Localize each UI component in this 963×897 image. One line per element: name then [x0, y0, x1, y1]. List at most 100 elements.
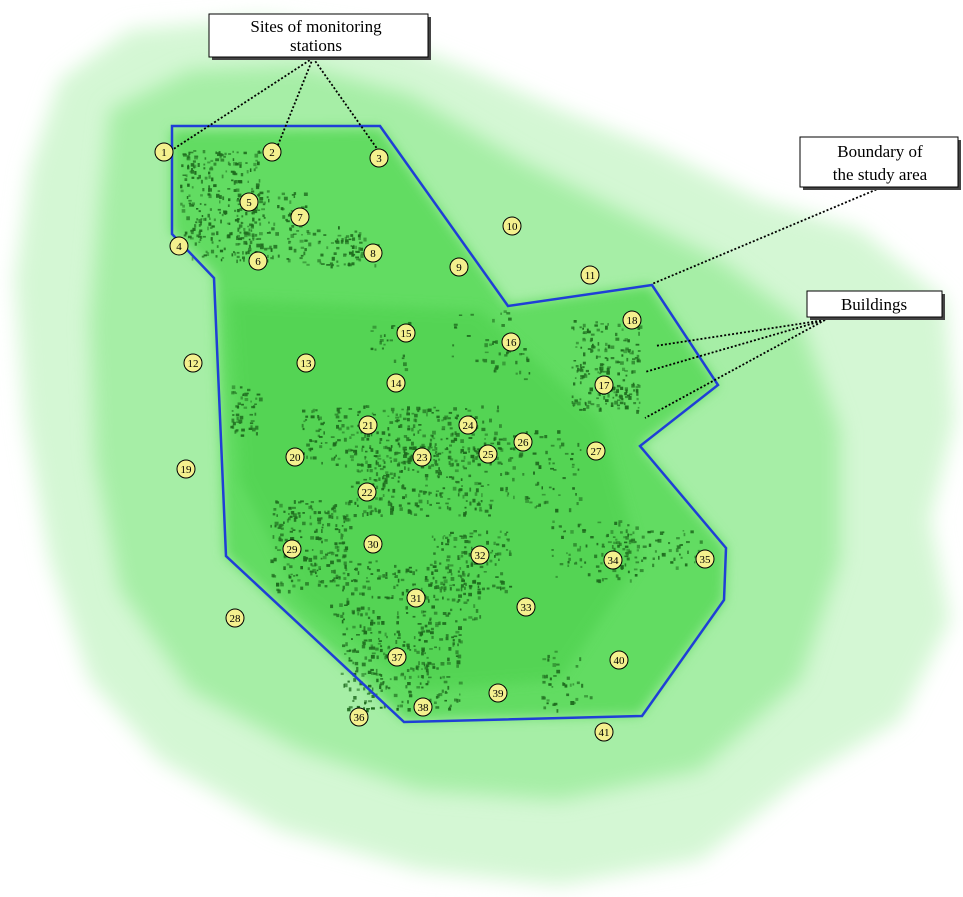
building — [458, 638, 461, 643]
building — [247, 250, 250, 255]
building — [426, 671, 429, 676]
building — [233, 251, 235, 254]
building — [431, 464, 435, 467]
building — [408, 675, 412, 679]
building — [423, 610, 427, 613]
station-marker-circle — [296, 353, 316, 373]
building — [325, 553, 329, 556]
building — [248, 427, 253, 430]
building — [277, 205, 280, 209]
building — [439, 492, 444, 495]
building — [261, 208, 265, 211]
building — [186, 196, 189, 199]
building — [489, 559, 493, 563]
building — [480, 500, 483, 503]
building — [442, 576, 447, 579]
building — [577, 524, 580, 528]
building — [412, 615, 416, 618]
building — [445, 637, 449, 641]
building — [348, 238, 352, 241]
building — [221, 257, 225, 259]
building — [392, 508, 394, 512]
building — [464, 550, 468, 555]
building — [304, 205, 308, 208]
building — [445, 614, 450, 617]
building — [404, 368, 409, 372]
building — [377, 642, 382, 645]
building — [447, 421, 452, 426]
station-marker: 38 — [413, 697, 433, 717]
building — [406, 612, 409, 614]
building — [457, 654, 462, 659]
building — [579, 449, 582, 451]
building — [249, 223, 253, 226]
building — [438, 693, 443, 697]
building — [500, 448, 504, 452]
building — [371, 672, 375, 675]
building — [584, 401, 586, 405]
building — [357, 463, 360, 467]
building — [196, 177, 200, 180]
building — [348, 687, 352, 692]
building — [454, 326, 458, 329]
building — [452, 486, 457, 491]
building — [424, 666, 429, 670]
building — [606, 533, 609, 537]
building — [405, 448, 407, 451]
building — [450, 608, 453, 612]
building — [355, 450, 358, 454]
building — [354, 579, 358, 583]
building — [363, 707, 365, 710]
building — [374, 467, 377, 470]
building — [567, 564, 570, 567]
building — [416, 650, 420, 654]
building — [449, 704, 452, 708]
building — [367, 464, 370, 469]
building — [349, 455, 354, 458]
building — [236, 416, 239, 421]
building — [254, 233, 258, 237]
building — [447, 657, 450, 662]
building — [365, 639, 368, 642]
building — [209, 226, 213, 229]
building — [227, 161, 230, 166]
building — [456, 463, 460, 467]
station-marker-circle — [396, 323, 416, 343]
building — [508, 552, 512, 556]
building — [344, 236, 347, 240]
building — [209, 167, 214, 171]
building — [411, 441, 414, 446]
building — [353, 449, 357, 453]
building — [180, 184, 183, 189]
building — [219, 155, 222, 159]
building — [336, 549, 340, 552]
building — [463, 592, 466, 596]
building — [425, 596, 429, 600]
building — [479, 509, 483, 512]
building — [422, 445, 426, 448]
building — [426, 412, 428, 417]
building — [252, 427, 256, 432]
building — [412, 489, 415, 491]
building — [558, 494, 561, 496]
building — [615, 337, 620, 341]
building — [440, 581, 444, 585]
building — [195, 221, 198, 224]
building — [624, 563, 627, 567]
building — [345, 642, 348, 647]
building — [318, 418, 320, 421]
building — [398, 504, 402, 507]
building — [435, 696, 439, 699]
building — [191, 168, 193, 171]
building — [242, 394, 244, 396]
building — [485, 339, 490, 342]
building — [364, 630, 368, 634]
station-marker-circle — [285, 447, 305, 467]
building — [379, 441, 382, 444]
building — [623, 536, 627, 539]
building — [625, 552, 629, 555]
building — [439, 588, 442, 593]
building — [572, 404, 575, 407]
building — [243, 406, 248, 409]
building — [237, 228, 240, 232]
